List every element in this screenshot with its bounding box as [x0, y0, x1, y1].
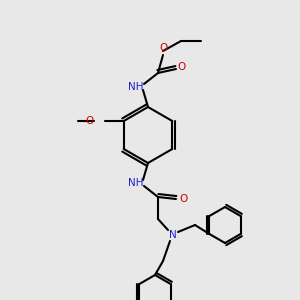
Text: O: O: [159, 43, 167, 53]
Text: N: N: [169, 230, 177, 240]
Text: O: O: [179, 194, 187, 204]
Text: O: O: [85, 116, 94, 126]
Text: O: O: [177, 62, 185, 72]
Text: NH: NH: [128, 82, 144, 92]
Text: NH: NH: [128, 178, 144, 188]
